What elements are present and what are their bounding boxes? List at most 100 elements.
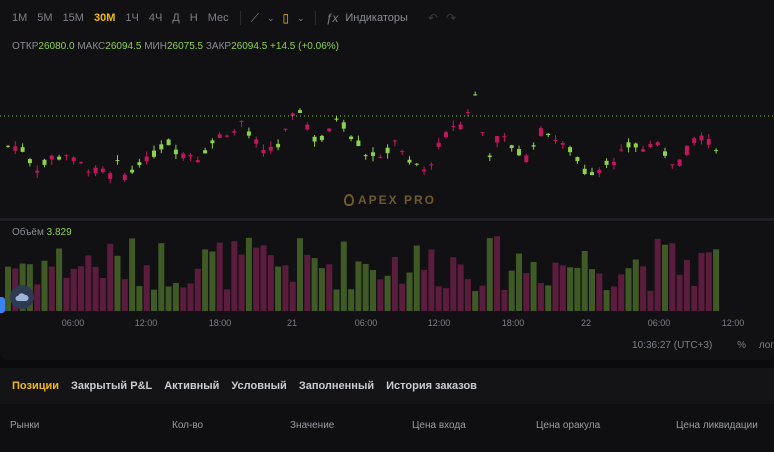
volume-bar <box>508 270 515 311</box>
volume-bar <box>245 237 252 311</box>
pane-divider[interactable] <box>0 218 774 221</box>
indicators-button[interactable]: Индикаторы <box>345 12 408 24</box>
candle-body <box>268 146 273 151</box>
tab-2[interactable]: Активный <box>164 380 220 392</box>
undo-icon[interactable]: ↶ <box>427 11 438 25</box>
side-panel-handle[interactable] <box>0 297 5 313</box>
ohlc-legend: ОТКР26080.0 МАКС26094.5 МИН26075.5 ЗАКР2… <box>12 41 339 52</box>
volume-bar <box>413 245 420 311</box>
candle-body <box>159 144 164 150</box>
timeframe-0[interactable]: 1M <box>12 12 28 24</box>
toolbar-separator <box>314 11 316 25</box>
timeframe-4[interactable]: 1Ч <box>125 12 139 24</box>
candle-body <box>13 146 18 151</box>
chart-panel[interactable]: 1M 5M 15M 30M 1Ч 4Ч Д Н Мес ⟋ ⌄ ▯ ⌄ ƒx Индикатор… <box>0 0 774 360</box>
candle-body <box>181 153 186 159</box>
candle-body <box>334 118 339 120</box>
volume-bar <box>114 255 121 311</box>
candle-body <box>684 145 689 155</box>
column-header-2[interactable]: Значение <box>290 420 335 431</box>
volume-bar <box>494 236 501 311</box>
apex-pro-watermark: APEX PRO <box>344 193 436 207</box>
positions-tabs: Позиции Закрытый P&L Активный Условный Запол… <box>0 368 774 404</box>
volume-bar <box>567 267 574 311</box>
volume-bar <box>457 264 464 311</box>
chart-float-button[interactable] <box>10 285 34 309</box>
volume-bar <box>63 277 70 311</box>
volume-bar <box>304 254 311 311</box>
candle-body <box>451 126 456 128</box>
volume-bar <box>530 261 537 311</box>
candle-body <box>392 140 397 142</box>
candle-body <box>122 174 127 180</box>
volume-bar <box>647 290 654 311</box>
candle-body <box>436 142 441 147</box>
time-axis[interactable]: 06:00 12:00 18:00 21 06:00 12:00 18:00 22 06:00 1… <box>0 312 774 332</box>
candle-body <box>699 135 704 141</box>
volume-bar <box>501 289 508 311</box>
volume-bar <box>107 243 114 311</box>
volume-bar <box>610 286 617 311</box>
timeframe-2[interactable]: 15M <box>62 12 84 24</box>
candle-body <box>261 150 266 154</box>
function-icon[interactable]: ƒx <box>325 11 339 25</box>
candle-body <box>363 155 368 157</box>
time-tick-0: 06:00 <box>61 318 85 328</box>
volume-bar <box>618 274 625 311</box>
candle-body <box>407 159 412 163</box>
timeframe-5[interactable]: 4Ч <box>148 12 163 24</box>
volume-bar <box>355 261 362 311</box>
volume-bar <box>216 242 223 311</box>
column-header-1[interactable]: Кол-во <box>172 420 204 431</box>
candle-body <box>575 157 580 162</box>
column-header-3[interactable]: Цена входа <box>412 420 466 431</box>
candle-body <box>86 171 91 173</box>
timeframe-8[interactable]: Мес <box>207 12 229 24</box>
candlestick-chart[interactable] <box>0 36 774 218</box>
volume-bar <box>78 266 84 311</box>
volume-bar <box>596 273 603 311</box>
redo-icon[interactable]: ↷ <box>445 11 457 25</box>
high-label: МАКС <box>77 41 106 52</box>
column-header-4[interactable]: Цена оракула <box>536 420 601 431</box>
tab-4[interactable]: Заполненный <box>298 380 375 392</box>
volume-bar <box>187 283 194 311</box>
candle-body <box>480 132 485 134</box>
chevron-down-icon[interactable]: ⌄ <box>267 12 275 23</box>
percent-scale-toggle[interactable]: % <box>737 340 747 351</box>
chevron-down-icon[interactable]: ⌄ <box>297 12 305 23</box>
tab-1[interactable]: Закрытый P&L <box>71 380 153 392</box>
clock-timezone[interactable]: 10:36:27 (UTC+3) <box>632 340 713 351</box>
candlestick-icon[interactable]: ▯ <box>282 11 290 25</box>
volume-bar <box>662 244 668 311</box>
candle-body <box>232 131 237 133</box>
volume-bar <box>486 238 493 311</box>
timeframe-6[interactable]: Д <box>172 12 180 24</box>
chart-status-bar: 10:36:27 (UTC+3) % лог <box>622 340 774 351</box>
volume-histogram[interactable] <box>0 221 774 313</box>
candle-body <box>517 149 521 156</box>
volume-bar <box>165 286 172 311</box>
volume-bar <box>180 287 187 311</box>
line-chart-icon[interactable]: ⟋ <box>250 10 259 25</box>
low-value: 26075.5 <box>166 41 204 52</box>
volume-bar <box>143 265 150 311</box>
timeframe-1[interactable]: 5M <box>37 12 53 24</box>
log-scale-toggle[interactable]: лог <box>758 340 774 351</box>
time-tick-2: 18:00 <box>208 318 232 328</box>
column-header-5[interactable]: Цена ликвидации <box>676 420 758 431</box>
timeframe-7[interactable]: Н <box>189 12 198 24</box>
volume-bar <box>318 268 325 311</box>
tab-3[interactable]: Условный <box>231 380 287 392</box>
candle-body <box>611 161 616 166</box>
candle-body <box>144 156 149 162</box>
tab-5[interactable]: История заказов <box>386 380 477 392</box>
volume-bar <box>48 266 55 311</box>
candle-body <box>531 145 536 147</box>
candle-body <box>64 154 69 156</box>
volume-bar <box>669 243 676 311</box>
tab-0[interactable]: Позиции <box>12 380 59 392</box>
timeframe-3[interactable]: 30M <box>93 12 116 24</box>
candle-body <box>677 159 682 166</box>
column-header-0[interactable]: Рынки <box>10 420 40 431</box>
